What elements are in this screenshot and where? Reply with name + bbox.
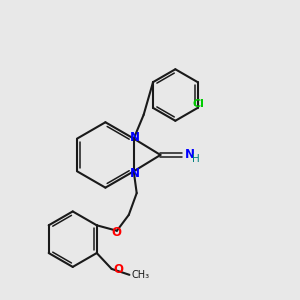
Text: O: O — [111, 226, 121, 239]
Text: Cl: Cl — [193, 99, 205, 109]
Text: CH₃: CH₃ — [131, 270, 149, 280]
Text: N: N — [130, 167, 140, 180]
Text: N: N — [185, 148, 195, 161]
Text: H: H — [192, 154, 200, 164]
Text: N: N — [130, 131, 140, 144]
Text: O: O — [114, 263, 124, 276]
